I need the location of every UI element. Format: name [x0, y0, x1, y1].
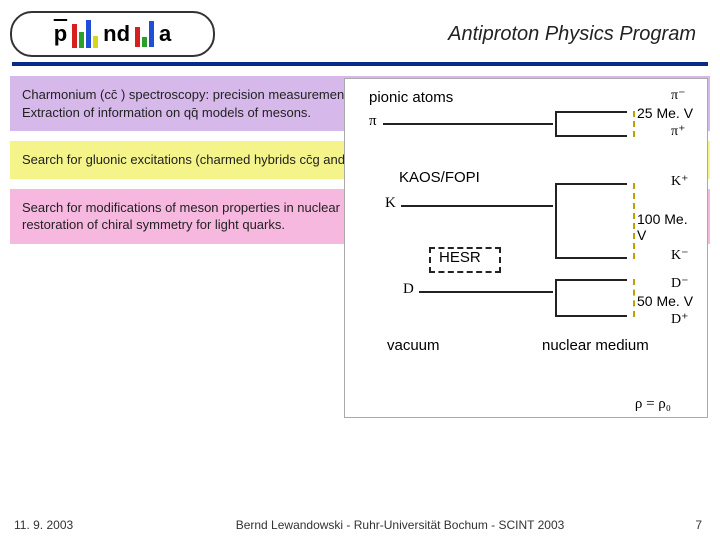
- logo-bars-2: [135, 21, 154, 47]
- logo-a: a: [159, 21, 171, 47]
- line-K-dn: [557, 257, 627, 259]
- logo-p: p: [54, 21, 67, 47]
- lbl-D-plus: D⁺: [671, 311, 689, 328]
- footer-page: 7: [680, 518, 720, 532]
- dash-D: [633, 279, 635, 317]
- lbl-rho: ρ = ρ₀: [345, 396, 707, 413]
- lbl-K-minus: K⁻: [671, 247, 689, 264]
- line-K: [401, 205, 553, 207]
- lbl-D: D: [403, 281, 414, 298]
- footer-date: 11. 9. 2003: [0, 518, 120, 532]
- line-pi-dn: [557, 135, 627, 137]
- v-pi: [555, 111, 557, 137]
- dash-pi: [633, 111, 635, 137]
- lbl-pionic: pionic atoms: [369, 89, 453, 106]
- line-pi-up: [557, 111, 627, 113]
- dash-K: [633, 183, 635, 259]
- lbl-K: K: [385, 195, 396, 212]
- panda-logo: p nd a: [10, 11, 215, 57]
- lbl-D-minus: D⁻: [671, 275, 689, 292]
- footer-author: Bernd Lewandowski - Ruhr-Universität Boc…: [120, 518, 680, 532]
- lbl-K-plus: K⁺: [671, 173, 689, 190]
- slide-title: Antiproton Physics Program: [215, 23, 710, 46]
- lbl-kaos: KAOS/FOPI: [399, 169, 480, 186]
- lbl-25mev: 25 Me. V: [637, 105, 693, 121]
- header-rule: [12, 62, 708, 66]
- lbl-pi-plus: π⁺: [671, 123, 685, 140]
- line-pi: [383, 123, 553, 125]
- v-D: [555, 279, 557, 317]
- line-D-up: [557, 279, 627, 281]
- lbl-vacuum: vacuum: [387, 337, 440, 354]
- line-D-dn: [557, 315, 627, 317]
- lbl-100mev: 100 Me. V: [637, 211, 697, 243]
- logo-bars-1: [72, 20, 98, 48]
- v-K: [555, 183, 557, 259]
- lbl-pi: π: [369, 113, 377, 130]
- lbl-hesr: HESR: [439, 249, 481, 266]
- footer: 11. 9. 2003 Bernd Lewandowski - Ruhr-Uni…: [0, 518, 720, 532]
- logo-nd: nd: [103, 21, 130, 47]
- lbl-nuclear: nuclear medium: [542, 337, 649, 354]
- diagram-overlay: pionic atoms π π⁻ 25 Me. V π⁺ KAOS/FOPI …: [344, 78, 708, 418]
- lbl-50mev: 50 Me. V: [637, 293, 693, 309]
- line-D: [419, 291, 553, 293]
- lbl-pi-minus: π⁻: [671, 87, 685, 104]
- line-K-up: [557, 183, 627, 185]
